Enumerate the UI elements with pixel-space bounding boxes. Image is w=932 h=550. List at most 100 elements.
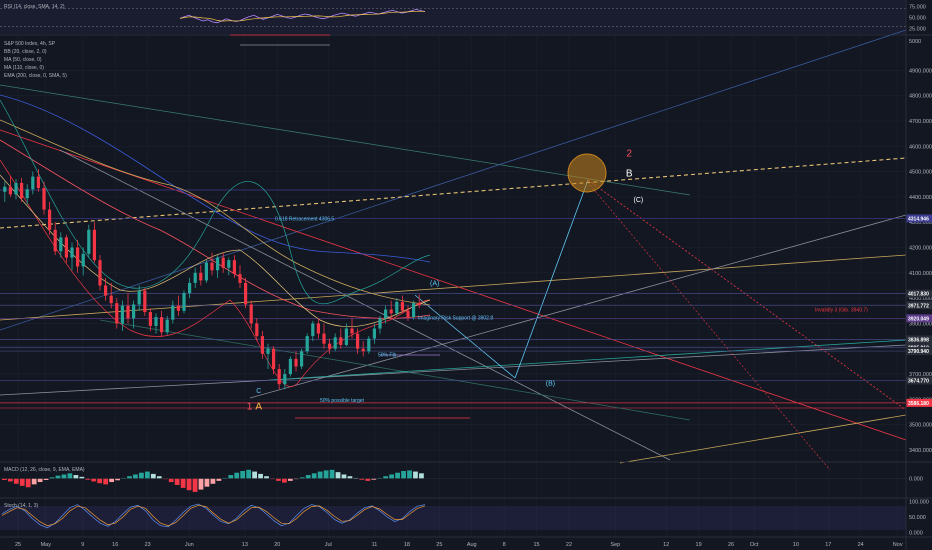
candle-body xyxy=(412,303,416,318)
target-zone-circle[interactable] xyxy=(567,153,607,193)
candle xyxy=(266,343,270,369)
candle xyxy=(255,318,259,342)
candle-body xyxy=(378,318,382,329)
macd-bar xyxy=(371,478,377,480)
candle xyxy=(109,282,113,309)
rsi-tick-label: 75.000 xyxy=(909,4,926,10)
legend-bb: BB (20, close, 2, 0) xyxy=(4,49,47,55)
candle xyxy=(221,252,225,273)
macd-bar xyxy=(329,469,335,479)
candle xyxy=(182,290,186,314)
candle-body xyxy=(14,182,18,195)
candle xyxy=(412,300,416,320)
candle xyxy=(400,295,404,314)
candle xyxy=(81,247,85,276)
macd-bar xyxy=(37,478,43,483)
candlesticks xyxy=(3,169,421,390)
macd-panel[interactable]: MACD (12, 26, close, 9, EMA, EMA) 0.000 xyxy=(0,467,923,492)
candle xyxy=(98,255,102,291)
price-levels xyxy=(0,218,906,404)
candle-body xyxy=(59,237,63,252)
candle-body xyxy=(361,348,365,352)
price-tag-box xyxy=(906,289,932,298)
candle-body xyxy=(104,285,108,296)
macd-bar xyxy=(156,476,162,479)
wave-labels: 2 B (C) (A) (B) 1 AC xyxy=(247,148,644,412)
macd-bar xyxy=(150,473,156,479)
macd-bar xyxy=(395,472,400,479)
price-panel[interactable]: 2 B (C) (A) (B) 1 AC 0.618 Retracement 4306.5 I… xyxy=(0,29,932,537)
macd-bar xyxy=(109,478,115,483)
legend-ema200: EMA (200, close, 0, SMA, 5) xyxy=(4,73,67,79)
candle-body xyxy=(238,274,242,283)
candle-body xyxy=(199,272,203,281)
macd-bar xyxy=(7,478,13,482)
candle xyxy=(42,181,46,215)
wave-label: 2 xyxy=(626,148,632,159)
macd-bar xyxy=(252,471,257,479)
price-tag-box xyxy=(906,398,932,407)
time-tick-label: 8 xyxy=(503,542,506,548)
price-tag-label: 3920.049 xyxy=(908,316,929,322)
macd-bar xyxy=(168,478,174,483)
stoch-band xyxy=(0,506,906,530)
macd-bar xyxy=(335,472,341,479)
macd-bar xyxy=(222,477,228,479)
legend-ma50: MA (50, close, 0) xyxy=(4,57,42,63)
legend-ma110: MA (110, close, 0) xyxy=(4,65,44,71)
symbol-title: S&P 500 Index, 4h, SP xyxy=(4,41,56,47)
macd-bar xyxy=(389,474,395,479)
rsi-panel[interactable]: RSI (14, close, SMA, 14, 2) 75.000 50.000… xyxy=(0,0,926,34)
candle-body xyxy=(400,301,404,311)
candle xyxy=(249,300,253,329)
candle xyxy=(216,255,220,278)
rsi-title: RSI (14, close, SMA, 14, 2) xyxy=(4,4,65,10)
chart-annotation: Invalidly 3 (Gib. 3940.7) xyxy=(815,307,868,313)
price-tick-label: 3400.000 xyxy=(909,448,932,454)
macd-bar xyxy=(276,478,281,481)
macd-bar xyxy=(139,472,144,479)
stoch-tick-label: 100.000 xyxy=(909,500,929,506)
candle xyxy=(372,323,376,344)
macd-bar xyxy=(192,478,198,492)
candle-body xyxy=(87,229,91,254)
candle xyxy=(120,300,124,332)
candle xyxy=(210,252,214,276)
macd-bar xyxy=(19,478,25,486)
macd-bar xyxy=(121,477,126,479)
stoch-panel[interactable]: Stoch (14, 1, 3) 100.000 50.000 0.000 xyxy=(0,500,929,537)
macd-bar xyxy=(246,469,252,479)
time-tick-label: Aug xyxy=(467,542,477,548)
candle-body xyxy=(204,262,208,281)
macd-bar xyxy=(401,470,406,479)
candle-body xyxy=(53,229,57,252)
wave-label: (B) xyxy=(546,380,555,387)
macd-bar xyxy=(240,470,246,479)
candle xyxy=(70,242,74,271)
price-tick-label: 4500.000 xyxy=(909,170,932,176)
macd-histogram xyxy=(0,469,906,492)
macd-bar xyxy=(13,478,19,484)
candle xyxy=(87,224,91,258)
macd-bar xyxy=(162,478,168,480)
macd-bar xyxy=(299,477,305,479)
price-tag-label: 3971.772 xyxy=(908,303,929,309)
candle xyxy=(165,315,169,335)
candle xyxy=(160,310,164,337)
time-grid xyxy=(17,35,898,537)
price-tag-label: 3790.940 xyxy=(908,349,929,355)
candle-body xyxy=(227,260,231,268)
candle xyxy=(76,239,80,273)
wave-label: (A) xyxy=(430,280,439,287)
time-tick-label: 26 xyxy=(728,542,734,548)
time-tick-label: 16 xyxy=(112,542,118,548)
chart-annotation: 50% possible target xyxy=(320,398,365,404)
time-tick-label: 12 xyxy=(663,542,669,548)
macd-bar xyxy=(419,473,424,479)
candle-body xyxy=(64,237,68,258)
candle xyxy=(384,305,388,324)
candle xyxy=(193,267,197,288)
time-axis[interactable]: 25 May 9 16 23 Jun 13 20 Jul 11 18 25 Aug 8 15 22 Sep 12 1… xyxy=(15,542,932,548)
candle xyxy=(288,356,292,377)
